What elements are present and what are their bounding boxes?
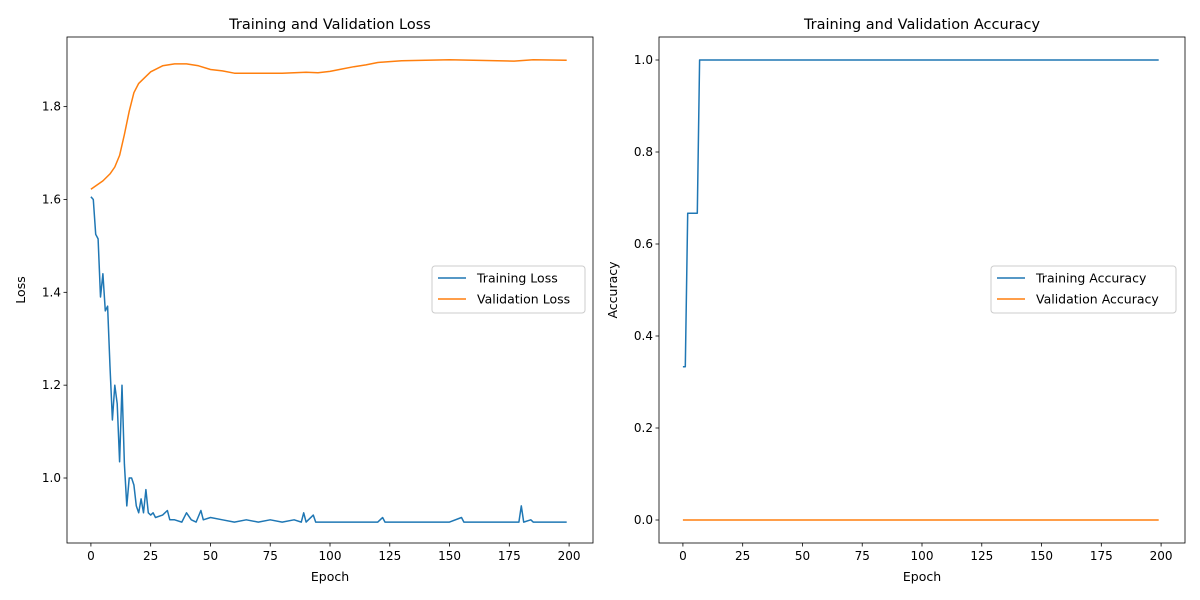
x-tick-label: 125 bbox=[970, 549, 993, 563]
subplot-1: 0 25 50 75 100 125 150 175 200 0.0 0.2 0.4 0.6 0.8 1.0… bbox=[605, 17, 1186, 584]
y-axis-label: Accuracy bbox=[605, 261, 620, 319]
y-tick-label: 0.0 bbox=[634, 513, 653, 527]
x-tick-label: 200 bbox=[558, 549, 581, 563]
x-tick-label: 0 bbox=[679, 549, 687, 563]
y-axis-label: Loss bbox=[13, 276, 28, 303]
x-tick-label: 175 bbox=[1090, 549, 1113, 563]
legend: Training Accuracy Validation Accuracy bbox=[990, 265, 1177, 314]
legend-label: Validation Loss bbox=[477, 292, 570, 307]
y-tick-label: 0.2 bbox=[634, 421, 653, 435]
y-tick-label: 1.8 bbox=[42, 100, 61, 114]
x-tick-label: 75 bbox=[263, 549, 278, 563]
legend-label: Validation Accuracy bbox=[1036, 292, 1159, 307]
x-tick-label: 50 bbox=[795, 549, 810, 563]
x-tick-label: 125 bbox=[378, 549, 401, 563]
x-tick-label: 25 bbox=[735, 549, 750, 563]
y-tick-label: 1.6 bbox=[42, 192, 61, 206]
y-tick-label: 1.0 bbox=[42, 471, 61, 485]
y-tick-label: 1.4 bbox=[42, 285, 61, 299]
x-tick-label: 150 bbox=[438, 549, 461, 563]
subplot-0: 0 25 50 75 100 125 150 175 200 1.0 1.2 1.4 1.6 1.8 Tra… bbox=[13, 17, 594, 584]
legend: Training Loss Validation Loss bbox=[431, 265, 586, 314]
chart-title: Training and Validation Loss bbox=[228, 17, 431, 33]
x-axis-label: Epoch bbox=[311, 569, 349, 584]
legend-box bbox=[431, 265, 586, 314]
x-tick-label: 175 bbox=[498, 549, 521, 563]
legend-label: Training Loss bbox=[476, 271, 558, 286]
legend-box bbox=[990, 265, 1177, 314]
x-tick-label: 75 bbox=[855, 549, 870, 563]
series-line-validation-loss bbox=[90, 58, 567, 190]
y-tick-label: 1.2 bbox=[42, 378, 61, 392]
chart-title: Training and Validation Accuracy bbox=[803, 17, 1041, 33]
x-tick-label: 0 bbox=[87, 549, 95, 563]
y-tick-label: 0.4 bbox=[634, 329, 653, 343]
x-tick-label: 100 bbox=[319, 549, 342, 563]
x-tick-label: 25 bbox=[143, 549, 158, 563]
series-line-training-loss bbox=[90, 196, 567, 523]
y-tick-label: 0.8 bbox=[634, 145, 653, 159]
x-tick-label: 50 bbox=[203, 549, 218, 563]
legend-label: Training Accuracy bbox=[1035, 271, 1147, 286]
x-tick-label: 200 bbox=[1150, 549, 1173, 563]
x-tick-label: 100 bbox=[911, 549, 934, 563]
series-line-training-accuracy bbox=[682, 59, 1159, 368]
x-axis-label: Epoch bbox=[903, 569, 941, 584]
y-tick-label: 1.0 bbox=[634, 53, 653, 67]
x-tick-label: 150 bbox=[1030, 549, 1053, 563]
y-tick-label: 0.6 bbox=[634, 237, 653, 251]
